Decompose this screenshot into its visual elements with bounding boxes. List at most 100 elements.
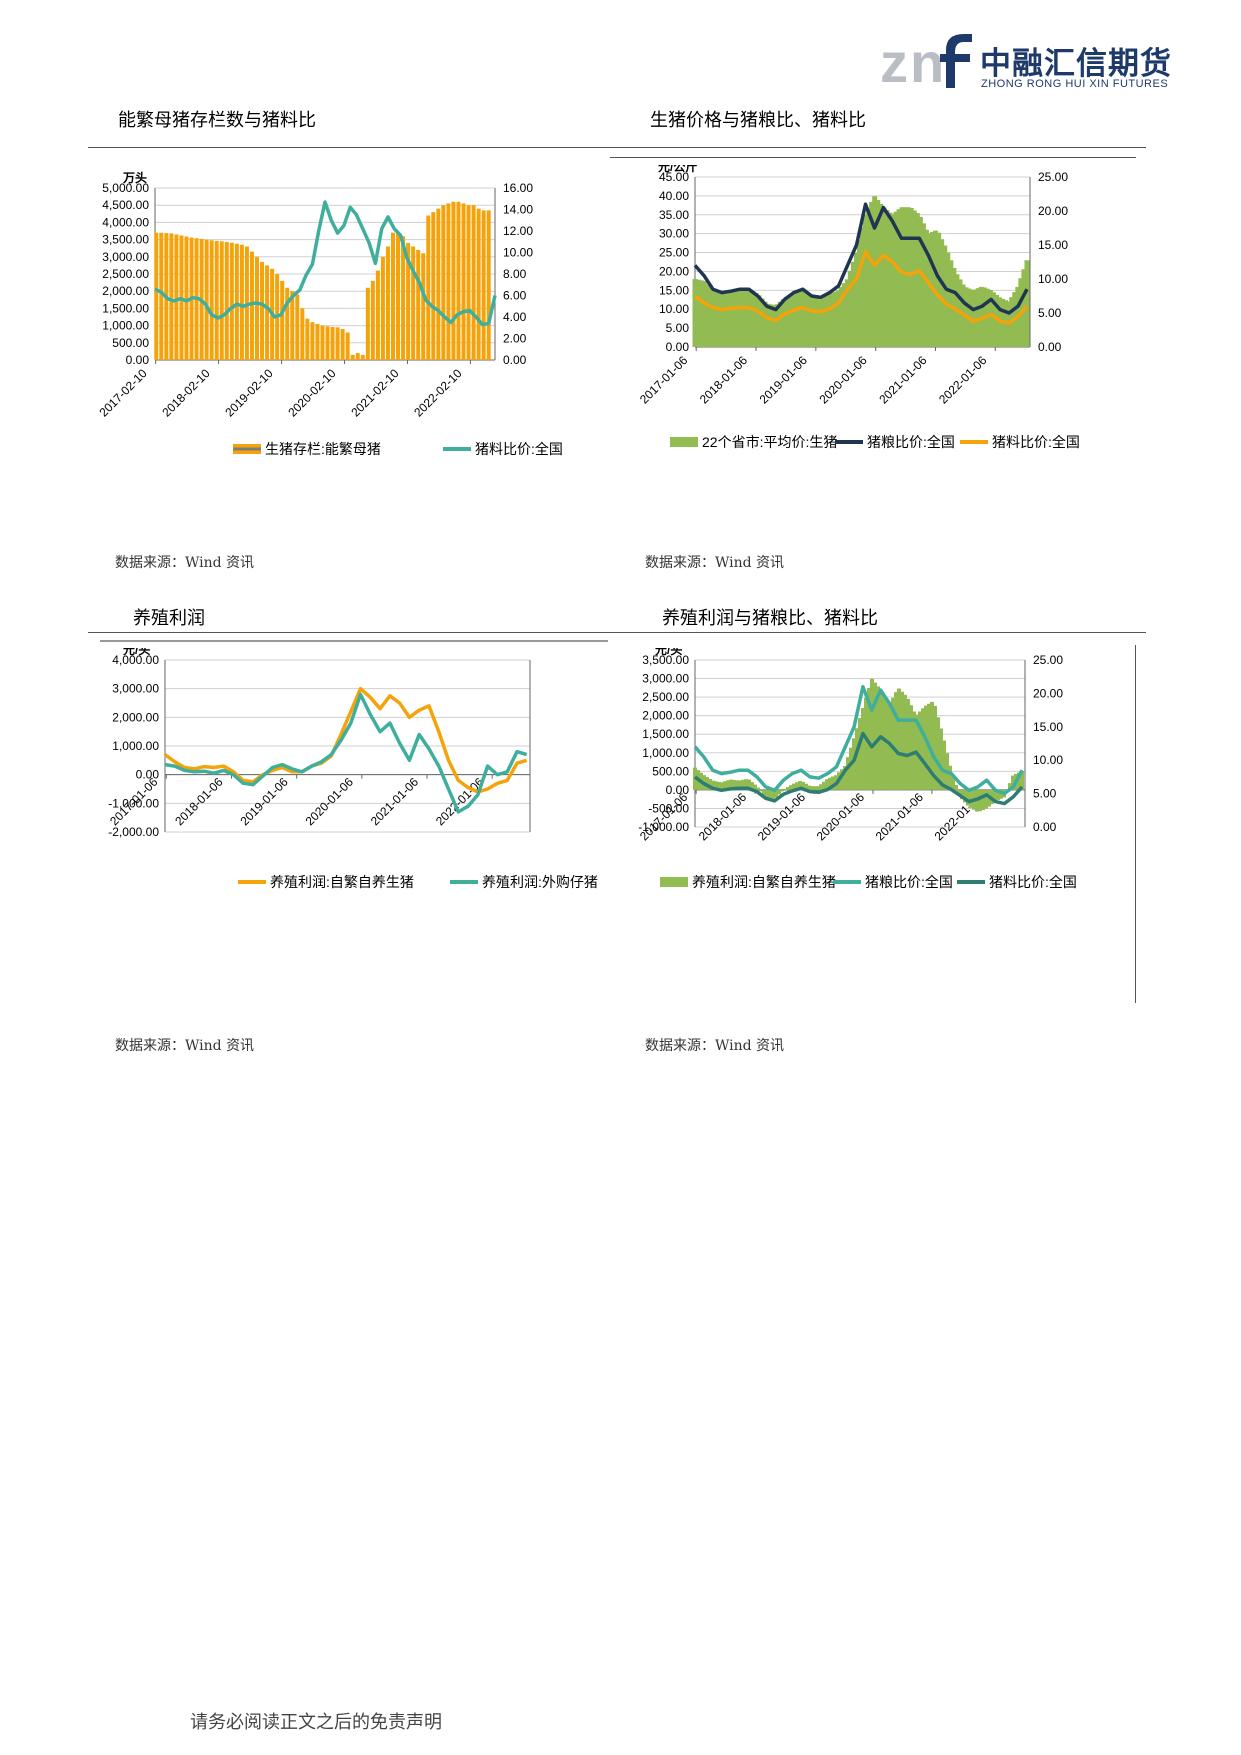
chart-svg-2: 4,000.00 3,000.00 2,000.00 1,000.00 0.00 -1,0… <box>107 642 598 890</box>
svg-text:z: z <box>880 31 908 94</box>
y2-tick-label: 20.00 <box>1038 204 1068 218</box>
znf-logo-icon: z n <box>880 31 972 94</box>
bar <box>692 279 698 347</box>
bar <box>924 705 928 790</box>
chart-svg-0: 5,000.00 4,500.00 4,000.00 3,500.00 3,000.00… <box>96 170 562 457</box>
bar <box>224 242 229 360</box>
chart-frame-line <box>1135 645 1136 1003</box>
y-tick-label: 1,500.00 <box>102 301 149 315</box>
bar <box>975 288 981 347</box>
chart-profit-ratios: 3,500.00 3,000.00 2,500.00 2,000.00 1,500.00… <box>625 642 1140 1008</box>
bar <box>786 294 792 347</box>
bar <box>708 778 712 790</box>
y-tick-label: 2,000.00 <box>642 709 689 723</box>
bar <box>841 283 847 347</box>
divider-top-right <box>610 157 1136 158</box>
company-logo: z n 中融汇信期货 ZHONG RONG HUI XIN FUTURES <box>880 28 1171 94</box>
legend-label: 养殖利润:自繁自养生猪 <box>270 874 414 890</box>
bar <box>878 203 884 347</box>
bar <box>765 789 769 798</box>
bar <box>923 229 929 347</box>
y-tick-label: 0.00 <box>666 783 690 797</box>
bar <box>930 701 934 790</box>
bar <box>786 786 790 790</box>
bar <box>960 789 964 800</box>
y-tick-label: 4,000.00 <box>112 653 159 667</box>
x-tick-label: 2022-02-10 <box>411 366 465 420</box>
x-tick-label: 2020-02-10 <box>285 366 339 420</box>
bar <box>771 789 775 799</box>
bar <box>819 784 823 790</box>
bar <box>918 711 922 790</box>
x-tick-label: 2022-01-06 <box>936 353 990 407</box>
legend-swatch <box>660 877 688 887</box>
y-tick-label: -500.00 <box>648 801 689 815</box>
bar <box>917 216 923 347</box>
legend-label: 养殖利润:外购仔猪 <box>482 874 598 890</box>
bar <box>900 691 904 790</box>
bar <box>249 251 254 360</box>
bar <box>856 240 862 347</box>
bar <box>855 728 859 790</box>
bar <box>732 779 736 790</box>
chart-breeding-profit: 4,000.00 3,000.00 2,000.00 1,000.00 0.00 -1,0… <box>95 642 615 1008</box>
bar <box>873 682 877 790</box>
bar <box>891 697 895 790</box>
y2-tick-label: 0.00 <box>503 353 527 367</box>
y-unit-label: 元/头 <box>655 648 682 657</box>
bar <box>879 690 883 790</box>
x-tick-label: 2018-01-06 <box>172 775 226 829</box>
y2-tick-label: 0.00 <box>1038 340 1062 354</box>
bar <box>863 214 869 347</box>
y-tick-label: 2,500.00 <box>642 690 689 704</box>
bar <box>896 209 902 347</box>
bar <box>804 783 808 790</box>
y-unit-label: 万头 <box>122 170 147 185</box>
y-tick-label: 2,500.00 <box>102 267 149 281</box>
bar <box>861 708 865 790</box>
bar <box>768 304 774 347</box>
y-tick-label: 1,000.00 <box>642 746 689 760</box>
bar <box>169 233 174 360</box>
x-tick-label: 2018-01-06 <box>697 353 751 407</box>
bar <box>738 290 744 347</box>
bar <box>885 700 889 790</box>
y-tick-label: 0.00 <box>666 340 690 354</box>
x-tick-label: 2017-02-10 <box>96 366 150 420</box>
bar <box>759 298 765 347</box>
bar <box>939 728 943 790</box>
bar <box>872 196 878 347</box>
legend-label: 猪粮比价:全国 <box>865 874 953 890</box>
svg-text:n: n <box>910 31 944 94</box>
bar <box>456 201 461 360</box>
bar <box>375 270 380 360</box>
y2-tick-label: 14.00 <box>503 203 533 217</box>
bar <box>154 232 159 360</box>
bar <box>747 289 753 347</box>
bar <box>820 298 826 347</box>
bar <box>732 290 738 347</box>
y-tick-label: -1,000.00 <box>638 820 689 834</box>
bar <box>426 215 431 360</box>
bar <box>345 332 350 360</box>
bar <box>783 788 787 790</box>
bar <box>350 354 355 360</box>
y-tick-label: 4,500.00 <box>102 198 149 212</box>
bar <box>720 782 724 790</box>
y-tick-label: 25.00 <box>659 246 689 260</box>
bar <box>948 765 952 790</box>
bar <box>822 781 826 790</box>
y2-tick-label: 20.00 <box>1033 686 1063 700</box>
logo-english-name: ZHONG RONG HUI XIN FUTURES <box>981 78 1169 90</box>
bar <box>789 785 793 790</box>
bar <box>762 789 766 796</box>
bar <box>726 780 730 790</box>
bar <box>265 265 270 360</box>
bar <box>711 780 715 790</box>
y-tick-label: 2,000.00 <box>102 284 149 298</box>
bar <box>936 717 940 790</box>
bar <box>330 326 335 360</box>
bar <box>756 787 760 790</box>
bar <box>310 322 315 360</box>
bar <box>704 284 710 347</box>
